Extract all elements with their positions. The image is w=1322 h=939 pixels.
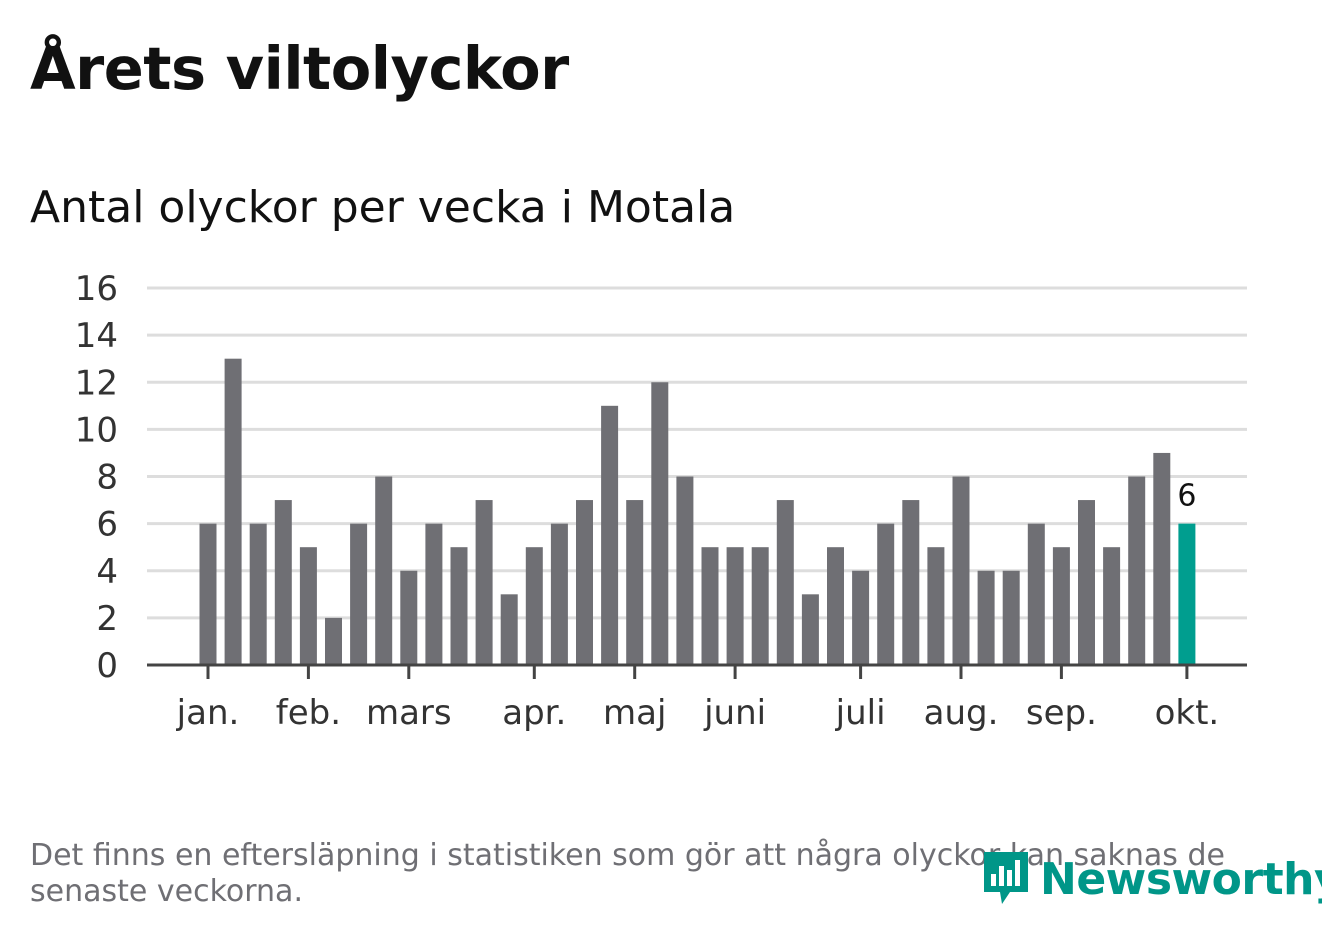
bar xyxy=(500,594,518,665)
bar xyxy=(827,547,844,665)
x-tick-label: sep. xyxy=(1026,693,1097,733)
y-tick-label: 4 xyxy=(96,552,118,592)
bar xyxy=(576,500,593,665)
x-tick-label: apr. xyxy=(502,693,566,733)
y-tick-label: 16 xyxy=(75,269,118,309)
bar xyxy=(274,500,292,665)
y-tick-label: 8 xyxy=(96,458,118,498)
y-tick-label: 10 xyxy=(75,410,118,450)
y-tick-label: 2 xyxy=(96,599,118,639)
x-axis-ticks: jan. feb. mars apr. maj juni juli aug. sep. okt. xyxy=(176,665,1220,733)
bar xyxy=(550,523,568,665)
x-tick-label: juli xyxy=(835,693,886,733)
y-tick-label: 6 xyxy=(96,505,118,545)
y-axis-ticks: 0 2 4 6 8 10 12 14 16 xyxy=(75,269,118,686)
bar xyxy=(525,547,543,665)
newsworthy-logo-icon xyxy=(984,852,1028,904)
bar xyxy=(325,617,342,665)
bar xyxy=(450,547,468,665)
bar xyxy=(902,500,920,665)
bar xyxy=(776,500,794,665)
bars xyxy=(199,358,1196,665)
bar xyxy=(1078,500,1095,665)
y-tick-label: 12 xyxy=(75,363,118,403)
bar xyxy=(1052,547,1070,665)
bar xyxy=(400,570,418,665)
bar xyxy=(224,358,242,665)
x-tick-label: jan. xyxy=(176,693,240,733)
brand-logo: Newsworthy xyxy=(980,848,1322,910)
bar xyxy=(726,547,744,665)
bar xyxy=(927,547,945,665)
bar xyxy=(199,523,217,665)
y-tick-label: 14 xyxy=(75,316,118,356)
x-tick-label: maj xyxy=(603,693,666,733)
x-tick-label: mars xyxy=(366,693,452,733)
bar xyxy=(475,500,493,665)
brand-name: Newsworthy xyxy=(1040,853,1322,905)
bar xyxy=(977,570,995,665)
data-labels: 6 xyxy=(1177,479,1196,514)
bar xyxy=(249,523,267,665)
x-tick-label: okt. xyxy=(1155,693,1220,733)
bar-chart: 0 2 4 6 8 10 12 14 16 jan. feb. mars apr. maj juni jul… xyxy=(75,269,1247,733)
bar xyxy=(1027,523,1045,665)
bar xyxy=(1103,547,1121,665)
bar xyxy=(425,523,443,665)
bar xyxy=(626,500,644,665)
x-tick-label: juni xyxy=(703,693,766,733)
bar xyxy=(1153,452,1171,665)
bar xyxy=(1128,476,1146,665)
x-tick-label: aug. xyxy=(924,693,999,733)
bar xyxy=(1002,570,1020,665)
bar xyxy=(350,523,368,665)
grid-lines xyxy=(147,286,1247,620)
bar xyxy=(676,476,694,665)
bar xyxy=(751,547,769,665)
bar xyxy=(701,547,719,665)
bar xyxy=(877,523,895,665)
bar xyxy=(651,382,669,665)
bar xyxy=(801,594,819,665)
bar xyxy=(601,405,619,665)
highlighted-bar xyxy=(1178,523,1196,665)
bar xyxy=(375,476,393,665)
y-tick-label: 0 xyxy=(96,646,118,686)
bar xyxy=(852,570,870,665)
bar xyxy=(299,547,317,665)
chart-title: Årets viltolyckor xyxy=(30,34,569,103)
chart-subtitle: Antal olyckor per vecka i Motala xyxy=(30,182,736,233)
data-label: 6 xyxy=(1177,479,1196,514)
bar xyxy=(952,476,970,665)
x-tick-label: feb. xyxy=(276,693,341,733)
